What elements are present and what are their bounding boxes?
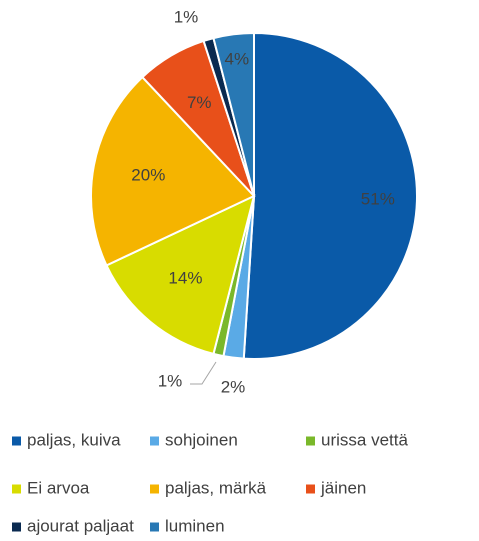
legend-swatch bbox=[12, 484, 21, 494]
data-label: 2% bbox=[221, 377, 246, 396]
data-label: 1% bbox=[158, 371, 183, 390]
legend-label: paljas, kuiva bbox=[27, 430, 121, 449]
legend-label: sohjoinen bbox=[165, 430, 238, 449]
leader-line bbox=[190, 361, 217, 385]
legend-label: Ei arvoa bbox=[27, 478, 90, 497]
legend-swatch bbox=[150, 436, 159, 446]
pie-slice bbox=[105, 194, 256, 356]
legend-swatch bbox=[12, 522, 21, 532]
legend-swatch bbox=[150, 522, 159, 532]
pie-slice bbox=[212, 31, 255, 197]
data-label: 51% bbox=[361, 189, 395, 208]
legend-label: urissa vettä bbox=[321, 430, 408, 449]
legend-swatch bbox=[306, 436, 315, 446]
legend-swatch bbox=[306, 484, 315, 494]
data-label: 4% bbox=[225, 50, 250, 69]
data-label: 1% bbox=[174, 7, 199, 26]
legend-label: jäinen bbox=[320, 478, 366, 497]
data-label: 14% bbox=[168, 268, 202, 287]
data-label: 20% bbox=[131, 165, 165, 184]
pie-slice bbox=[242, 31, 418, 360]
data-label: 7% bbox=[187, 93, 212, 112]
legend-label: ajourat paljaat bbox=[27, 516, 134, 535]
legend-label: luminen bbox=[165, 516, 225, 535]
pie-slice bbox=[90, 75, 256, 267]
legend-label: paljas, märkä bbox=[165, 478, 267, 497]
legend-swatch bbox=[12, 436, 21, 446]
legend-swatch bbox=[150, 484, 159, 494]
